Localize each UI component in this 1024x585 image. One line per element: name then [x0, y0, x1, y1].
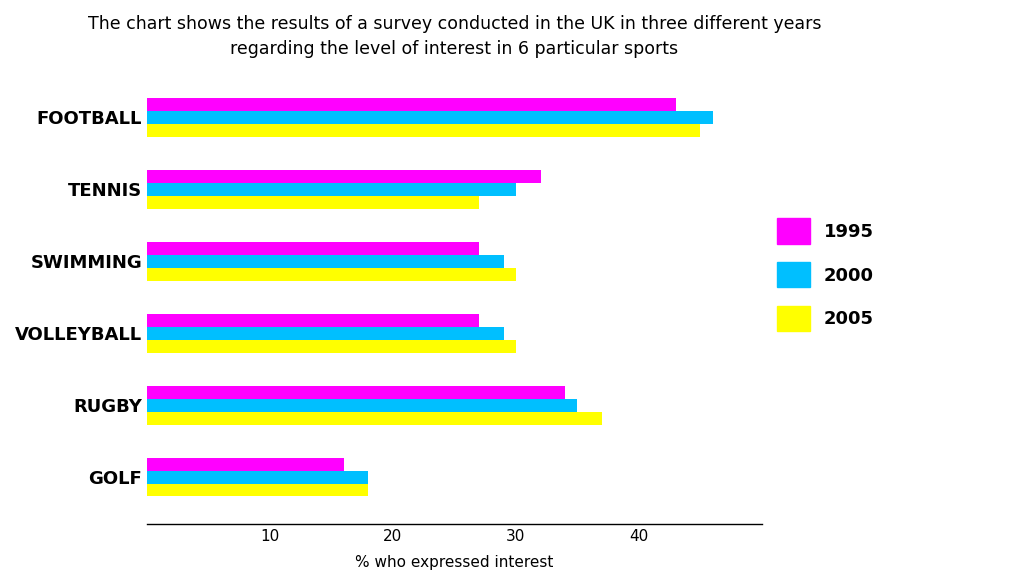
Bar	[147, 327, 504, 340]
Bar	[147, 183, 516, 196]
X-axis label: % who expressed interest: % who expressed interest	[355, 555, 554, 570]
Legend: 1995, 2000, 2005: 1995, 2000, 2005	[777, 218, 874, 331]
Bar	[147, 471, 369, 484]
Bar	[147, 268, 516, 281]
Bar	[147, 458, 344, 470]
Bar	[147, 242, 479, 254]
Bar	[147, 98, 676, 111]
Bar	[147, 340, 516, 353]
Bar	[147, 196, 479, 209]
Bar	[147, 314, 479, 326]
Bar	[147, 484, 369, 497]
Bar	[147, 386, 565, 398]
Bar	[147, 255, 504, 268]
Bar	[147, 111, 713, 123]
Bar	[147, 399, 578, 412]
Title: The chart shows the results of a survey conducted in the UK in three different y: The chart shows the results of a survey …	[88, 15, 821, 58]
Bar	[147, 124, 700, 137]
Bar	[147, 412, 602, 425]
Bar	[147, 170, 541, 183]
